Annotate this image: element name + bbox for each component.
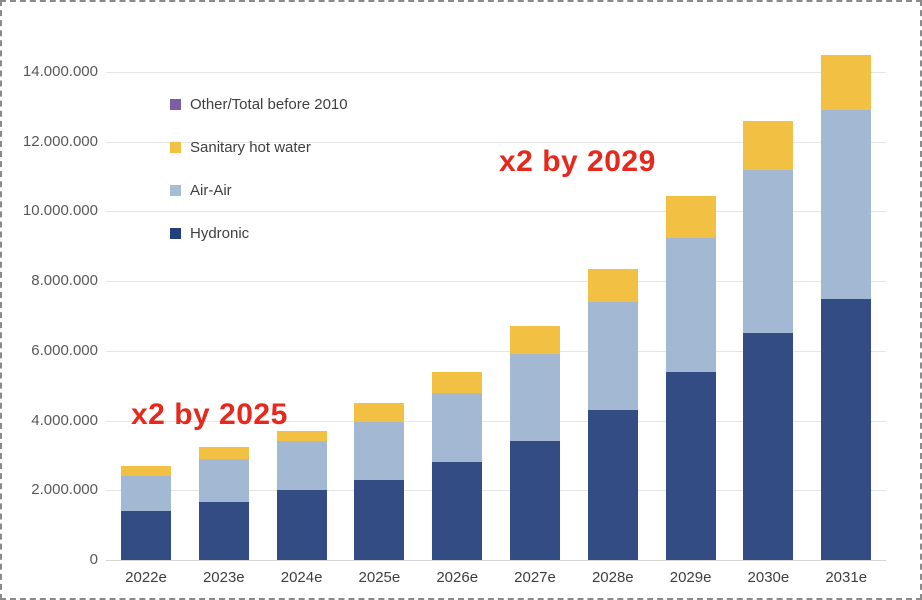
legend-item-other-total-before-2010: Other/Total before 2010 (170, 96, 348, 113)
legend-label-hydronic: Hydronic (190, 225, 250, 242)
bar-segment-sanitary-hot-water-2028e (587, 268, 638, 303)
gridline (106, 211, 886, 213)
x-tick-label: 2025e (358, 569, 401, 586)
bar-segment-sanitary-hot-water-2026e (432, 371, 483, 393)
annotation-x2-by-2025: x2 by 2025 (131, 398, 288, 431)
legend-swatch-other-icon (170, 99, 181, 110)
bar-segment-air-air-2029e (665, 237, 716, 372)
y-tick-label: 14.000.000 (22, 63, 98, 80)
y-tick-label: 2.000.000 (31, 481, 98, 499)
bar-segment-hydronic-2023e (198, 502, 249, 560)
x-tick-label: 2024e (280, 569, 323, 586)
legend-label-sanitary: Sanitary hot water (190, 139, 311, 156)
y-tick-label: 6.000.000 (31, 341, 98, 359)
legend-swatch-air-air-icon (170, 185, 181, 196)
bar-segment-sanitary-hot-water-2024e (276, 431, 327, 442)
x-tick-label: 2023e (202, 569, 245, 586)
y-tick-label: 10.000.000 (22, 202, 98, 220)
x-tick-label: 2027e (514, 569, 556, 586)
bar-segment-sanitary-hot-water-2031e (821, 54, 872, 111)
gridline (106, 72, 886, 73)
gridline (106, 490, 886, 492)
bar-segment-air-air-2027e (510, 354, 560, 442)
legend-swatch-sanitary-icon (170, 142, 181, 153)
annotation-x2-by-2029: x2 by 2029 (499, 145, 656, 178)
y-tick-label: 0 (89, 551, 98, 568)
bar-segment-air-air-2026e (432, 392, 483, 463)
bar-segment-air-air-2030e (743, 169, 794, 334)
x-tick-label: 2029e (669, 569, 712, 586)
bar-segment-air-air-2024e (276, 441, 327, 491)
x-tick-label: 2030e (747, 569, 790, 586)
y-tick-label: 4.000.000 (31, 411, 98, 429)
x-axis-line (106, 560, 886, 561)
x-tick-label: 2026e (436, 569, 479, 586)
bar-segment-hydronic-2028e (587, 410, 638, 560)
legend-swatch-hydronic-icon (170, 228, 181, 239)
y-tick-label: 12.000.000 (22, 132, 98, 150)
gridline (106, 420, 886, 422)
bar-segment-hydronic-2027e (510, 441, 560, 560)
bar-segment-air-air-2031e (821, 110, 872, 299)
bar-segment-sanitary-hot-water-2025e (354, 403, 405, 423)
gridline (106, 281, 886, 283)
gridline (106, 141, 886, 143)
bar-segment-sanitary-hot-water-2030e (743, 120, 794, 170)
chart-legend: Other/Total before 2010 Sanitary hot wat… (170, 96, 348, 242)
bar-segment-hydronic-2025e (354, 479, 405, 560)
y-tick-label: 8.000.000 (31, 272, 98, 290)
x-tick-label: 2022e (125, 569, 167, 586)
bar-segment-air-air-2028e (587, 302, 638, 411)
bar-segment-air-air-2025e (354, 422, 405, 480)
bar-segment-sanitary-hot-water-2022e (121, 465, 171, 477)
legend-label-other: Other/Total before 2010 (190, 96, 348, 113)
bar-segment-hydronic-2026e (432, 462, 483, 560)
bar-segment-hydronic-2030e (743, 333, 794, 560)
x-tick-label: 2031e (825, 569, 868, 586)
gridline (106, 350, 886, 352)
bar-segment-hydronic-2024e (276, 490, 327, 560)
legend-label-air-air: Air-Air (190, 182, 232, 199)
x-tick-label: 2028e (591, 569, 634, 586)
bar-segment-sanitary-hot-water-2027e (510, 326, 560, 355)
legend-item-air-air: Air-Air (170, 182, 348, 199)
legend-item-sanitary-hot-water: Sanitary hot water (170, 139, 348, 156)
legend-item-hydronic: Hydronic (170, 225, 348, 242)
bar-segment-sanitary-hot-water-2023e (198, 446, 249, 459)
bar-segment-hydronic-2029e (665, 371, 716, 560)
bar-segment-air-air-2023e (198, 458, 249, 503)
bar-segment-hydronic-2022e (121, 511, 171, 560)
bar-segment-sanitary-hot-water-2029e (665, 195, 716, 238)
bar-segment-air-air-2022e (121, 476, 171, 512)
bar-segment-hydronic-2031e (821, 298, 872, 560)
